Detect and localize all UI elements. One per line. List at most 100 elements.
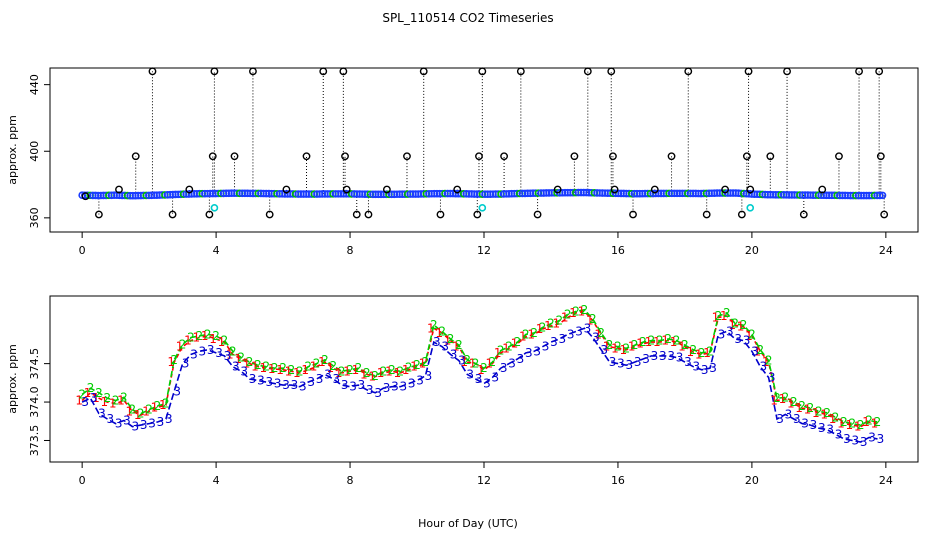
- series-2-marker: 2: [162, 397, 170, 411]
- series-1-marker: 1: [126, 404, 134, 418]
- series-2-marker: 2: [455, 338, 463, 352]
- series-1-marker: 1: [92, 391, 100, 405]
- top-y-tick-label: 400: [28, 141, 41, 162]
- series-2-marker: 2: [832, 410, 840, 424]
- series-2-marker: 2: [773, 391, 781, 405]
- outlier-point: [742, 152, 751, 161]
- series-1-marker: 1: [335, 366, 343, 380]
- outlier-point: [744, 67, 753, 76]
- outlier-point: [205, 210, 214, 219]
- series-2-marker: 2: [304, 360, 312, 374]
- series-1-marker: 1: [100, 395, 108, 409]
- series-3-marker: 3: [90, 391, 98, 405]
- series-3-marker: 3: [249, 372, 257, 386]
- outlier-point: [783, 67, 791, 76]
- series-3-line: [81, 327, 878, 443]
- series-3-marker: 3: [232, 360, 240, 374]
- bottom-x-tick-label: 8: [347, 474, 354, 487]
- series-1-marker: 1: [218, 335, 226, 349]
- series-3-marker: 3: [274, 377, 282, 391]
- series-2-marker: 2: [204, 327, 212, 341]
- outlier-point: [737, 210, 746, 219]
- top-x-tick-label: 0: [79, 244, 86, 257]
- series-2-marker: 2: [765, 354, 773, 368]
- top-outlier-points: [81, 67, 889, 219]
- series-2-marker: 2: [430, 318, 438, 332]
- series-3-marker: 3: [123, 414, 131, 428]
- series-1-marker: 1: [753, 344, 761, 358]
- outlier-point: [342, 185, 351, 194]
- outlier-point: [208, 152, 217, 161]
- series-1-marker: 1: [804, 403, 812, 417]
- series-1-marker: 1: [527, 327, 535, 341]
- series-3-marker: 3: [835, 427, 843, 441]
- series-2-marker: 2: [639, 335, 647, 349]
- outlier-point: [835, 152, 843, 161]
- series-1-marker: 1: [352, 363, 360, 377]
- series-2-marker: 2: [857, 418, 865, 432]
- series-2-marker: 2: [371, 369, 379, 383]
- outlier-point: [419, 67, 428, 76]
- series-2-marker: 2: [790, 395, 798, 409]
- series-1-marker: 1: [293, 366, 301, 380]
- series-3-marker: 3: [768, 370, 776, 384]
- outlier-point: [570, 152, 579, 161]
- series-3-marker: 3: [684, 355, 692, 369]
- series-1-marker: 1: [343, 364, 351, 378]
- series-2-marker: 2: [723, 306, 731, 320]
- series-2-marker: 2: [489, 355, 497, 369]
- series-2-marker: 2: [78, 387, 86, 401]
- series-2-marker: 2: [840, 415, 848, 429]
- series-3-marker: 3: [224, 349, 232, 363]
- series-3-marker: 3: [215, 346, 223, 360]
- series-1-marker: 1: [837, 417, 845, 431]
- outlier-point: [746, 185, 755, 194]
- bottom-x-tick-label: 20: [745, 474, 759, 487]
- series-2-marker: 2: [698, 346, 706, 360]
- series-1-marker: 1: [569, 306, 577, 320]
- series-2-marker: 2: [681, 338, 689, 352]
- series-1-marker: 1: [862, 415, 870, 429]
- series-1-marker: 1: [494, 346, 502, 360]
- top-x-tick-label: 8: [347, 244, 354, 257]
- series-2-marker: 2: [689, 343, 697, 357]
- top-axes: 0 4 8 12 16 20 24 360 400 440: [28, 74, 893, 257]
- outlier-point: [185, 185, 194, 194]
- series-2-marker: 2: [782, 390, 790, 404]
- series-2-marker: 2: [187, 331, 195, 345]
- series-2-marker: 2: [865, 414, 873, 428]
- bottom-y-axis-label: approx. ppm: [6, 344, 19, 414]
- series-2-marker: 2: [664, 332, 672, 346]
- series-2-marker: 2: [87, 381, 95, 395]
- series-1-marker: 1: [117, 394, 125, 408]
- series-1-marker: 1: [854, 420, 862, 434]
- bottom-x-tick-label: 4: [213, 474, 220, 487]
- series-2-marker: 2: [740, 318, 748, 332]
- series-1-marker: 1: [586, 314, 594, 328]
- series-3-marker: 3: [726, 324, 734, 338]
- series-1-marker: 1: [745, 329, 753, 343]
- series-3-marker: 3: [416, 374, 424, 388]
- series-1-marker: 1: [820, 407, 828, 421]
- baseline-point: [876, 191, 884, 200]
- outlier-point: [115, 185, 123, 194]
- series-3-marker: 3: [391, 380, 399, 394]
- series-2-marker: 2: [137, 407, 145, 421]
- outlier-point: [607, 67, 616, 76]
- series-1-marker: 1: [686, 345, 694, 359]
- series-3-marker: 3: [600, 343, 608, 357]
- series-1-marker: 1: [477, 363, 485, 377]
- series-3-marker: 3: [676, 350, 684, 364]
- outlier-point: [473, 210, 482, 219]
- series-3-marker: 3: [299, 380, 307, 394]
- series-3-marker: 3: [383, 381, 391, 395]
- outlier-point: [341, 152, 349, 161]
- series-3-marker: 3: [508, 357, 516, 371]
- bottom-series-markers: 11 1 1 1 11 1 1 1 111 1 1 1 1 11 1 1 1 1 1 1 1 1 1 1 1 1 1 1 1 1 1 1 1 1 1…: [75, 303, 884, 449]
- series-3-marker: 3: [642, 352, 650, 366]
- series-1-marker: 1: [201, 329, 209, 343]
- outlier-point: [436, 210, 445, 219]
- series-3-marker: 3: [399, 380, 407, 394]
- series-2-marker: 2: [338, 364, 346, 378]
- series-3-marker: 3: [182, 357, 190, 371]
